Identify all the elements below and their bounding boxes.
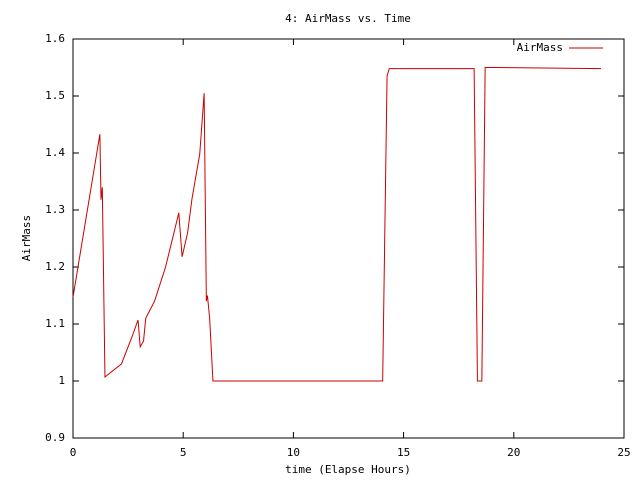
x-tick-label: 0	[70, 446, 77, 459]
y-tick-label: 1	[58, 374, 65, 387]
plot-border	[72, 38, 625, 439]
chart-title: 4: AirMass vs. Time	[285, 12, 411, 25]
y-tick-label: 1.3	[45, 203, 65, 216]
legend-label: AirMass	[517, 41, 563, 54]
y-tick-label: 1.6	[45, 32, 65, 45]
x-tick-label: 10	[287, 446, 300, 459]
y-tick-label: 1.5	[45, 89, 65, 102]
x-tick-label: 15	[397, 446, 410, 459]
y-tick-label: 0.9	[45, 431, 65, 444]
y-axis-label: AirMass	[20, 215, 33, 261]
y-tick-label: 1.1	[45, 317, 65, 330]
x-tick-label: 5	[180, 446, 187, 459]
x-axis-label: time (Elapse Hours)	[285, 463, 411, 476]
y-tick-label: 1.2	[45, 260, 65, 273]
y-tick-label: 1.4	[45, 146, 65, 159]
x-tick-label: 25	[617, 446, 630, 459]
data-line	[72, 67, 602, 382]
x-tick-label: 20	[507, 446, 520, 459]
